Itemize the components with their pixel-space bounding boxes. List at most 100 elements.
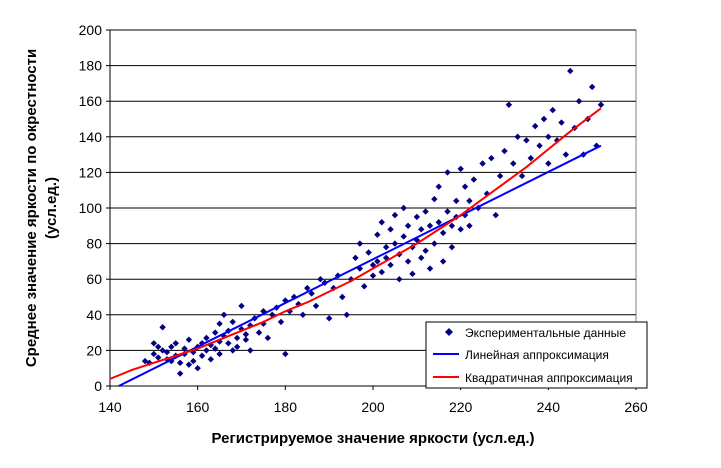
x-tick-label-240: 240 [537,399,561,415]
data-point-119 [457,165,464,173]
data-point-104 [422,247,429,254]
fit-lines [109,107,602,387]
data-point-116 [448,243,456,251]
data-point-53 [264,334,271,342]
data-point-71 [339,293,346,301]
data-point-30 [212,329,219,336]
data-point-90 [391,211,399,219]
y-tick-label-180: 180 [79,58,103,74]
data-point-32 [216,320,223,327]
data-point-127 [479,160,486,167]
data-point-74 [352,254,359,262]
y-tick-label-200: 200 [79,22,103,38]
data-point-146 [558,119,565,126]
data-point-136 [518,172,526,180]
data-point-34 [216,350,223,358]
data-point-130 [492,211,499,219]
legend-label-linear: Линейная аппроксимация [465,348,609,362]
data-point-27 [203,334,210,342]
data-point-13 [172,340,179,347]
linear-fit-line [118,144,602,387]
data-point-36 [220,311,228,318]
data-point-82 [374,258,381,265]
data-point-87 [387,226,394,233]
data-point-153 [588,83,596,91]
x-tick-label-140: 140 [98,399,122,415]
data-point-7 [159,324,166,331]
data-point-143 [545,160,552,167]
data-point-75 [356,240,364,247]
data-point-72 [343,311,350,318]
data-point-20 [190,357,197,365]
data-point-78 [365,249,372,256]
data-point-88 [387,261,394,269]
x-tick-label-220: 220 [449,399,473,415]
data-point-29 [207,356,215,363]
data-point-107 [431,195,438,203]
data-point-62 [299,311,307,318]
x-axis-title: Регистрируемое значение яркости (усл.ед.… [212,430,535,447]
data-point-40 [229,318,236,326]
data-point-83 [378,219,385,226]
y-axis-ticks: 0 20 40 60 80 100 120 140 160 180 200 [79,22,111,394]
data-point-9 [163,348,171,356]
data-point-31 [212,345,219,352]
data-point-89 [391,240,399,247]
data-point-144 [549,106,556,114]
legend-box [425,321,648,389]
data-point-25 [198,352,206,359]
x-tick-label-260: 260 [624,399,648,415]
legend-label-points: Экспериментальные данные [465,326,626,340]
data-point-84 [378,268,385,276]
data-point-15 [176,370,184,377]
data-point-80 [369,272,377,279]
data-point-129 [488,154,495,162]
data-point-120 [457,226,464,233]
y-tick-label-120: 120 [79,164,103,180]
data-point-110 [435,183,442,190]
data-point-123 [466,197,473,205]
x-axis-ticks: 140 160 180 200 220 240 260 [98,385,648,415]
data-point-3 [150,350,158,358]
data-point-154 [593,142,600,149]
data-point-57 [282,350,289,358]
data-point-112 [439,258,447,265]
y-tick-label-0: 0 [94,378,102,394]
legend-label-quadratic: Квадратичная аппроксимация [465,371,633,385]
data-point-42 [233,343,241,351]
data-point-108 [431,240,438,247]
data-points [141,67,605,377]
data-point-135 [514,133,521,140]
data-point-117 [453,197,460,205]
data-point-94 [400,204,407,212]
y-axis-title-line-2: (усл.ед.) [43,177,60,239]
data-point-102 [418,226,425,233]
data-point-41 [233,334,241,342]
data-point-115 [448,222,456,229]
y-tick-label-160: 160 [79,93,103,109]
x-tick-label-200: 200 [361,399,385,415]
data-point-63 [304,284,311,292]
data-point-106 [426,265,434,272]
data-point-124 [466,222,473,229]
data-point-50 [255,329,263,336]
y-tick-label-140: 140 [79,129,103,145]
data-point-92 [396,276,403,283]
data-point-111 [439,229,447,237]
data-point-64 [308,290,315,297]
data-point-26 [203,347,210,354]
data-point-105 [426,222,434,229]
y-tick-label-60: 60 [86,271,102,287]
data-point-66 [317,276,324,283]
data-point-14 [176,359,184,367]
y-tick-label-40: 40 [86,307,102,323]
data-point-17 [181,345,188,352]
data-point-65 [312,302,320,310]
data-point-77 [361,283,368,290]
data-point-99 [413,213,421,221]
data-point-23 [194,365,201,372]
data-point-101 [418,254,425,262]
data-point-125 [470,176,478,183]
data-point-148 [567,67,574,75]
